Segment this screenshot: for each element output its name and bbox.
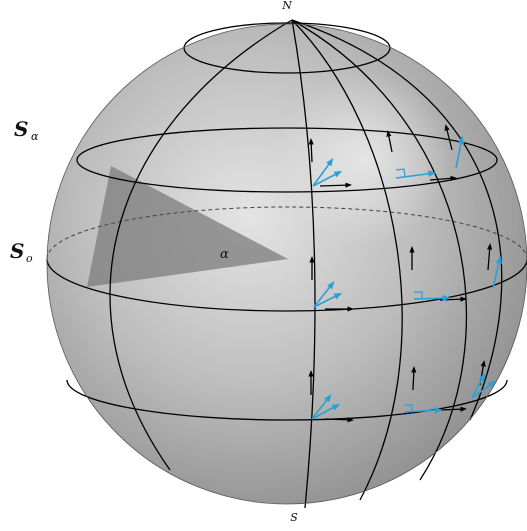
sphere-highlight bbox=[47, 24, 527, 504]
south-label: S bbox=[290, 511, 298, 524]
lower-latitude-front bbox=[66, 379, 508, 421]
arrow-lower-b bbox=[439, 406, 467, 412]
latitude-circle-s-alpha bbox=[76, 127, 498, 193]
meridian-mid bbox=[291, 19, 403, 501]
meridian-far-right bbox=[291, 19, 503, 421]
arrow-mer-right-2 bbox=[487, 243, 493, 271]
north-label: N bbox=[281, 0, 292, 12]
meridian-left bbox=[109, 19, 293, 471]
angle-label: α bbox=[220, 247, 229, 262]
arrow-lat1-a bbox=[319, 182, 352, 188]
arrow-mer-right-3 bbox=[444, 124, 453, 151]
vector-right-top bbox=[455, 135, 465, 169]
equator-front bbox=[46, 258, 527, 312]
arrow-lower-a bbox=[324, 417, 354, 423]
equator-back bbox=[46, 206, 527, 260]
vector-right-angle-top bbox=[395, 168, 437, 179]
arrow-lat1-b bbox=[429, 175, 457, 181]
equator-label: S bbox=[10, 239, 24, 263]
vector-pair-front-top bbox=[312, 158, 343, 187]
latitude-circle-label: S bbox=[14, 117, 28, 141]
equator-subscript: o bbox=[26, 252, 33, 265]
arrow-mer-mid-3 bbox=[386, 130, 393, 153]
vector-pair-front-mid bbox=[313, 281, 343, 308]
vector-right-mid bbox=[492, 255, 502, 289]
vector-pair-front-low bbox=[311, 394, 341, 420]
vector-right-low bbox=[471, 372, 496, 399]
vector-right-angle-mid bbox=[413, 291, 451, 302]
arrow-mer-mid-1 bbox=[411, 366, 417, 391]
vector-right-angle-low bbox=[403, 404, 443, 414]
sphere-outline bbox=[46, 23, 527, 505]
meridian-right bbox=[291, 19, 467, 481]
angle-wedge bbox=[87, 166, 288, 287]
latitude-circle-subscript: α bbox=[31, 130, 39, 143]
arrow-mer-front-3 bbox=[308, 138, 314, 163]
meridian-front bbox=[291, 19, 316, 509]
